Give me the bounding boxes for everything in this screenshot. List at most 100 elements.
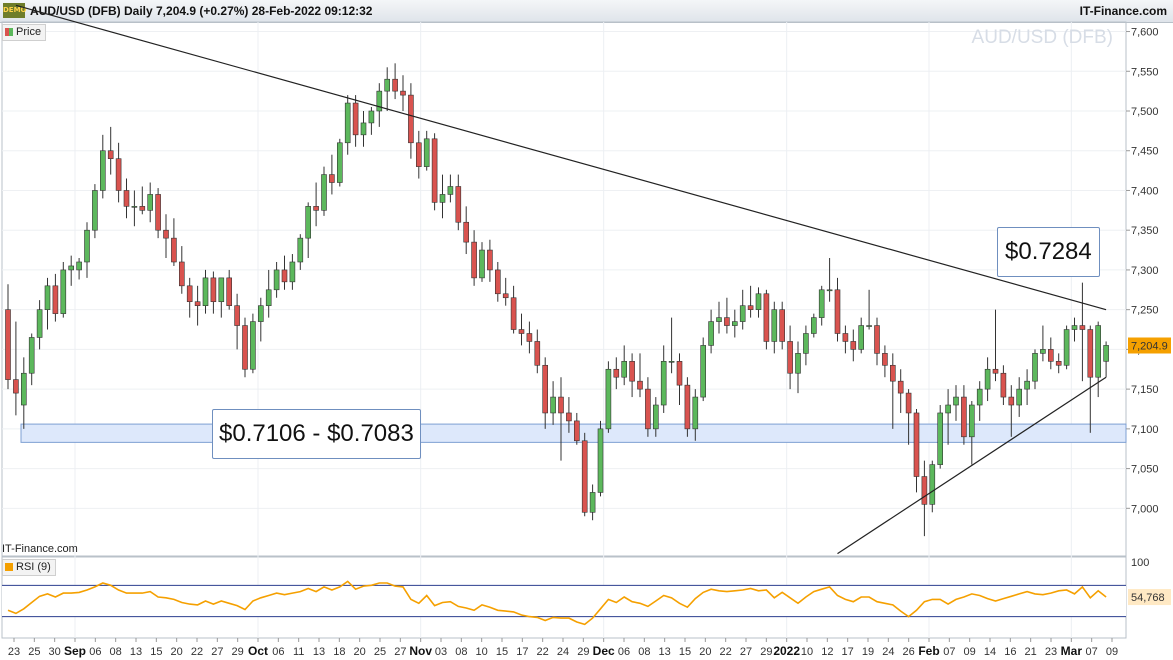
candle <box>566 397 572 433</box>
candle <box>660 345 667 413</box>
candle <box>937 405 944 469</box>
candle-body <box>494 269 501 295</box>
candle-body <box>1032 353 1038 382</box>
rsi-legend[interactable]: RSI (9) <box>2 559 56 576</box>
candle-body <box>242 325 248 370</box>
candle-body <box>581 440 588 513</box>
candle-body <box>1103 345 1109 362</box>
candle <box>1016 377 1023 417</box>
candle <box>479 242 485 282</box>
candle-body <box>115 158 122 191</box>
candle <box>1071 317 1078 342</box>
candle <box>494 261 501 302</box>
x-tick-label: 11 <box>293 646 304 658</box>
candle <box>297 234 304 270</box>
candle-body <box>218 277 225 303</box>
candle <box>344 95 351 155</box>
candle <box>976 381 983 421</box>
candle-body <box>724 317 730 326</box>
candle <box>597 420 604 497</box>
current-price-label: 7,204.9 <box>1131 340 1168 352</box>
candle-body <box>400 90 406 96</box>
candle <box>755 287 762 318</box>
candle <box>115 142 122 203</box>
x-tick-label: 23 <box>8 646 20 658</box>
candle-body <box>431 138 438 203</box>
candle <box>376 83 383 127</box>
candle <box>250 313 256 374</box>
candle <box>739 289 746 330</box>
candle <box>905 389 912 445</box>
candle-body <box>155 194 161 231</box>
candle <box>1040 325 1046 362</box>
candle <box>257 297 264 342</box>
x-tick-label: 13 <box>313 646 325 658</box>
x-tick-label: 09 <box>1106 646 1118 658</box>
candle-body <box>731 321 738 326</box>
candle-body <box>747 305 754 310</box>
x-tick-label: 27 <box>740 646 752 658</box>
candle-body <box>13 379 19 394</box>
candle <box>336 138 343 187</box>
candle-body <box>44 285 51 310</box>
price-tick-label: 7,300 <box>1131 265 1159 277</box>
candle-body <box>787 341 793 374</box>
candle <box>763 289 770 350</box>
price-legend-label: Price <box>16 26 42 38</box>
candle-body <box>107 150 114 159</box>
candle <box>329 154 335 195</box>
x-tick-label: 27 <box>211 646 223 658</box>
candle <box>945 389 951 445</box>
candle-body <box>313 206 319 211</box>
x-tick-label: 25 <box>28 646 40 658</box>
support-zone-annotation: $0.7106 - $0.7083 <box>212 409 421 459</box>
candle-body <box>447 186 454 195</box>
candle-body <box>929 464 936 505</box>
price-tick-label: 7,150 <box>1131 384 1159 396</box>
candle-body <box>344 102 351 144</box>
x-tick-label: 26 <box>903 646 915 658</box>
candle-body <box>20 372 27 406</box>
x-tick-label: 22 <box>537 646 549 658</box>
x-tick-label: 20 <box>171 646 183 658</box>
candle <box>487 239 493 282</box>
candle <box>186 277 193 318</box>
candle <box>155 188 161 239</box>
candle <box>313 182 319 227</box>
price-legend[interactable]: Price <box>2 24 47 41</box>
candle-body <box>1048 349 1054 362</box>
x-tick-label: 15 <box>679 646 691 658</box>
candle-body <box>1087 329 1094 378</box>
x-tick-label: 06 <box>89 646 101 658</box>
x-tick-label: 13 <box>130 646 142 658</box>
candle-body <box>163 229 169 239</box>
x-tick-label: 17 <box>516 646 528 658</box>
candle-body <box>234 305 240 326</box>
x-tick-label: Feb <box>918 644 939 658</box>
candle-body <box>139 206 146 211</box>
candle <box>684 377 691 437</box>
candle-body <box>866 325 872 327</box>
candle-body <box>336 142 343 183</box>
candle-body <box>645 388 651 430</box>
candle-body <box>352 102 359 136</box>
candle <box>502 277 509 306</box>
candle <box>107 126 114 175</box>
candle-body <box>676 361 683 386</box>
candle <box>708 309 714 354</box>
x-tick-label: Sep <box>64 644 86 658</box>
x-tick-label: 20 <box>699 646 711 658</box>
candle-body <box>1008 396 1015 406</box>
x-tick-label: Mar <box>1061 644 1083 658</box>
candle-body <box>297 237 304 263</box>
candle-body <box>1095 325 1101 378</box>
x-tick-label: 17 <box>842 646 854 658</box>
candle <box>179 246 185 294</box>
candle <box>194 285 201 326</box>
candle-body <box>621 361 628 378</box>
candle <box>463 206 470 255</box>
candle <box>471 230 477 286</box>
candle-body <box>455 186 462 223</box>
candle <box>171 218 177 266</box>
